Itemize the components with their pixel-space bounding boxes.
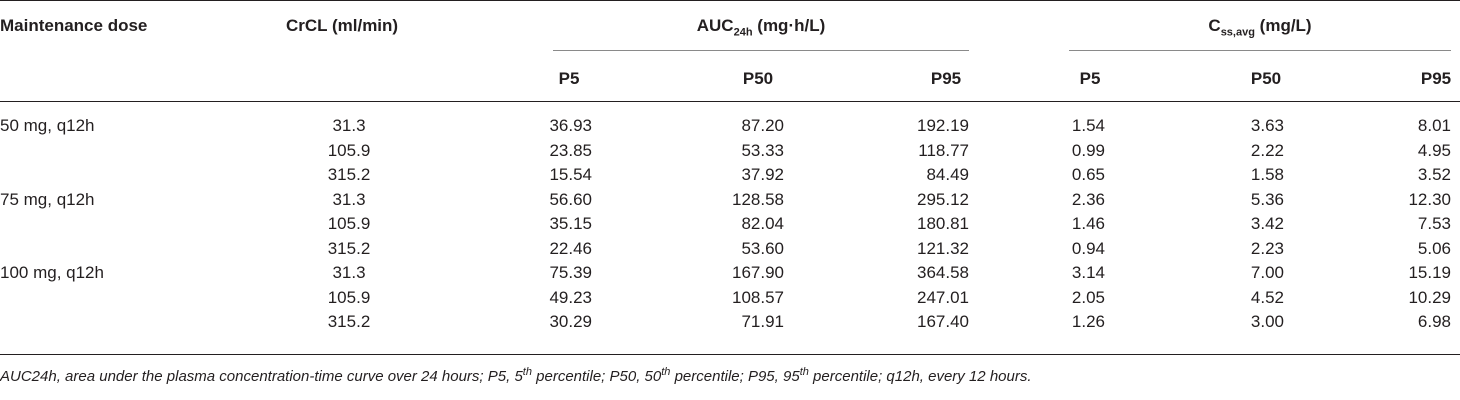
cell-auc-p5: 22.46 — [549, 238, 592, 258]
cell-css-p5: 1.26 — [1071, 312, 1105, 331]
top-rule — [0, 0, 1460, 1]
header-crcl: CrCL (ml/min) — [286, 16, 399, 35]
cell-css-p5: 1.46 — [1071, 214, 1105, 233]
css-unit: (mg/L) — [1254, 16, 1312, 35]
cell-auc-p95: 167.40 — [917, 312, 969, 331]
cell-auc-p5: 75.39 — [549, 263, 592, 282]
cell-auc-p50: 37.92 — [741, 165, 784, 184]
header-css-p5: P5 — [1079, 69, 1101, 88]
cell-auc-p95: 118.77 — [918, 140, 969, 160]
footnote-sup-1: th — [522, 366, 532, 378]
footnote-text-3: percentile; P95, 95 — [670, 368, 800, 385]
cell-crcl: 315.2 — [327, 312, 371, 331]
cell-css-p5: 0.94 — [1071, 238, 1105, 258]
header-bottom-rule — [0, 101, 1460, 102]
cell-auc-p5: 36.93 — [549, 116, 592, 135]
header-auc-p5: P5 — [558, 69, 580, 88]
header-css-group: Css,avg (mg/L) — [1208, 16, 1312, 39]
cell-crcl: 31.3 — [332, 116, 366, 135]
auc-subscript: 24h — [733, 26, 753, 39]
cell-auc-p50: 71.91 — [741, 312, 784, 331]
cell-css-p95: 3.52 — [1417, 165, 1451, 184]
cell-css-p5: 1.54 — [1071, 116, 1105, 135]
cell-css-p95: 10.29 — [1408, 287, 1451, 307]
cell-crcl: 315.2 — [327, 165, 371, 184]
cell-css-p95: 6.98 — [1417, 312, 1451, 331]
cell-css-p50: 7.00 — [1250, 263, 1284, 282]
footnote-text-1: AUC24h, area under the plasma concentrat… — [0, 368, 523, 385]
cell-auc-p5: 56.60 — [549, 189, 592, 209]
cell-auc-p50: 87.20 — [741, 116, 784, 135]
cell-auc-p95: 121.32 — [917, 238, 969, 258]
cell-auc-p5: 15.54 — [549, 165, 592, 184]
cell-auc-p95: 364.58 — [917, 263, 969, 282]
cell-css-p95: 12.30 — [1408, 189, 1451, 209]
cell-auc-p95: 247.01 — [917, 287, 969, 307]
header-css-p50: P50 — [1250, 69, 1282, 88]
cell-auc-p95: 84.49 — [926, 165, 969, 184]
cell-crcl: 315.2 — [327, 238, 371, 258]
cell-css-p5: 2.05 — [1071, 287, 1105, 307]
cell-crcl: 31.3 — [332, 189, 366, 209]
cell-css-p50: 3.63 — [1250, 116, 1284, 135]
cell-css-p50: 2.22 — [1250, 140, 1284, 160]
cell-css-p50: 2.23 — [1250, 238, 1284, 258]
cell-css-p5: 2.36 — [1071, 189, 1105, 209]
auc-label: AUC — [696, 16, 734, 35]
cell-dose: 50 mg, q12h — [0, 116, 95, 135]
cell-css-p95: 15.19 — [1408, 263, 1451, 282]
cell-css-p5: 0.65 — [1071, 165, 1105, 184]
cell-css-p95: 7.53 — [1417, 214, 1451, 233]
cell-auc-p50: 128.58 — [732, 189, 784, 209]
header-css-p95: P95 — [1420, 69, 1452, 88]
cell-dose: 75 mg, q12h — [0, 189, 95, 209]
cell-css-p50: 3.00 — [1250, 312, 1284, 331]
cell-css-p95: 5.06 — [1417, 238, 1451, 258]
cell-dose: 100 mg, q12h — [0, 263, 104, 282]
header-auc-p95: P95 — [930, 69, 962, 88]
cell-auc-p50: 53.60 — [741, 238, 784, 258]
cell-crcl: 105.9 — [327, 214, 371, 233]
table-bottom-rule — [0, 354, 1460, 355]
footnote-sup-2: th — [661, 366, 671, 378]
cell-auc-p50: 167.90 — [732, 263, 784, 282]
cell-css-p95: 4.95 — [1417, 140, 1451, 160]
header-auc-group: AUC24h (mg·h/L) — [696, 16, 826, 39]
cell-crcl: 105.9 — [327, 287, 371, 307]
header-auc-p50: P50 — [742, 69, 774, 88]
header-maintenance-dose: Maintenance dose — [0, 16, 148, 35]
cell-css-p5: 0.99 — [1071, 140, 1105, 160]
auc-group-rule — [553, 50, 969, 51]
footnote-text-2: percentile; P50, 50 — [531, 368, 662, 385]
css-label: C — [1208, 16, 1221, 35]
cell-crcl: 31.3 — [332, 263, 366, 282]
cell-css-p50: 1.58 — [1250, 165, 1284, 184]
auc-unit: (mg·h/L) — [752, 16, 826, 35]
cell-auc-p5: 49.23 — [549, 287, 592, 307]
cell-auc-p95: 295.12 — [917, 189, 969, 209]
cell-crcl: 105.9 — [327, 140, 371, 160]
cell-css-p50: 3.42 — [1250, 214, 1284, 233]
cell-auc-p5: 30.29 — [549, 312, 592, 331]
table-footnote: AUC24h, area under the plasma concentrat… — [0, 366, 1032, 386]
footnote-text-4: percentile; q12h, every 12 hours. — [808, 368, 1032, 385]
cell-auc-p5: 23.85 — [549, 140, 592, 160]
cell-auc-p50: 82.04 — [741, 214, 784, 233]
cell-auc-p95: 180.81 — [917, 214, 969, 233]
cell-auc-p50: 108.57 — [732, 287, 784, 307]
cell-auc-p5: 35.15 — [549, 214, 592, 233]
footnote-sup-3: th — [799, 366, 809, 378]
cell-css-p95: 8.01 — [1417, 116, 1451, 135]
css-group-rule — [1069, 50, 1451, 51]
cell-css-p5: 3.14 — [1071, 263, 1105, 282]
cell-css-p50: 5.36 — [1250, 189, 1284, 209]
cell-css-p50: 4.52 — [1250, 287, 1284, 307]
cell-auc-p50: 53.33 — [741, 140, 784, 160]
cell-auc-p95: 192.19 — [917, 116, 969, 135]
css-subscript: ss,avg — [1220, 26, 1255, 39]
